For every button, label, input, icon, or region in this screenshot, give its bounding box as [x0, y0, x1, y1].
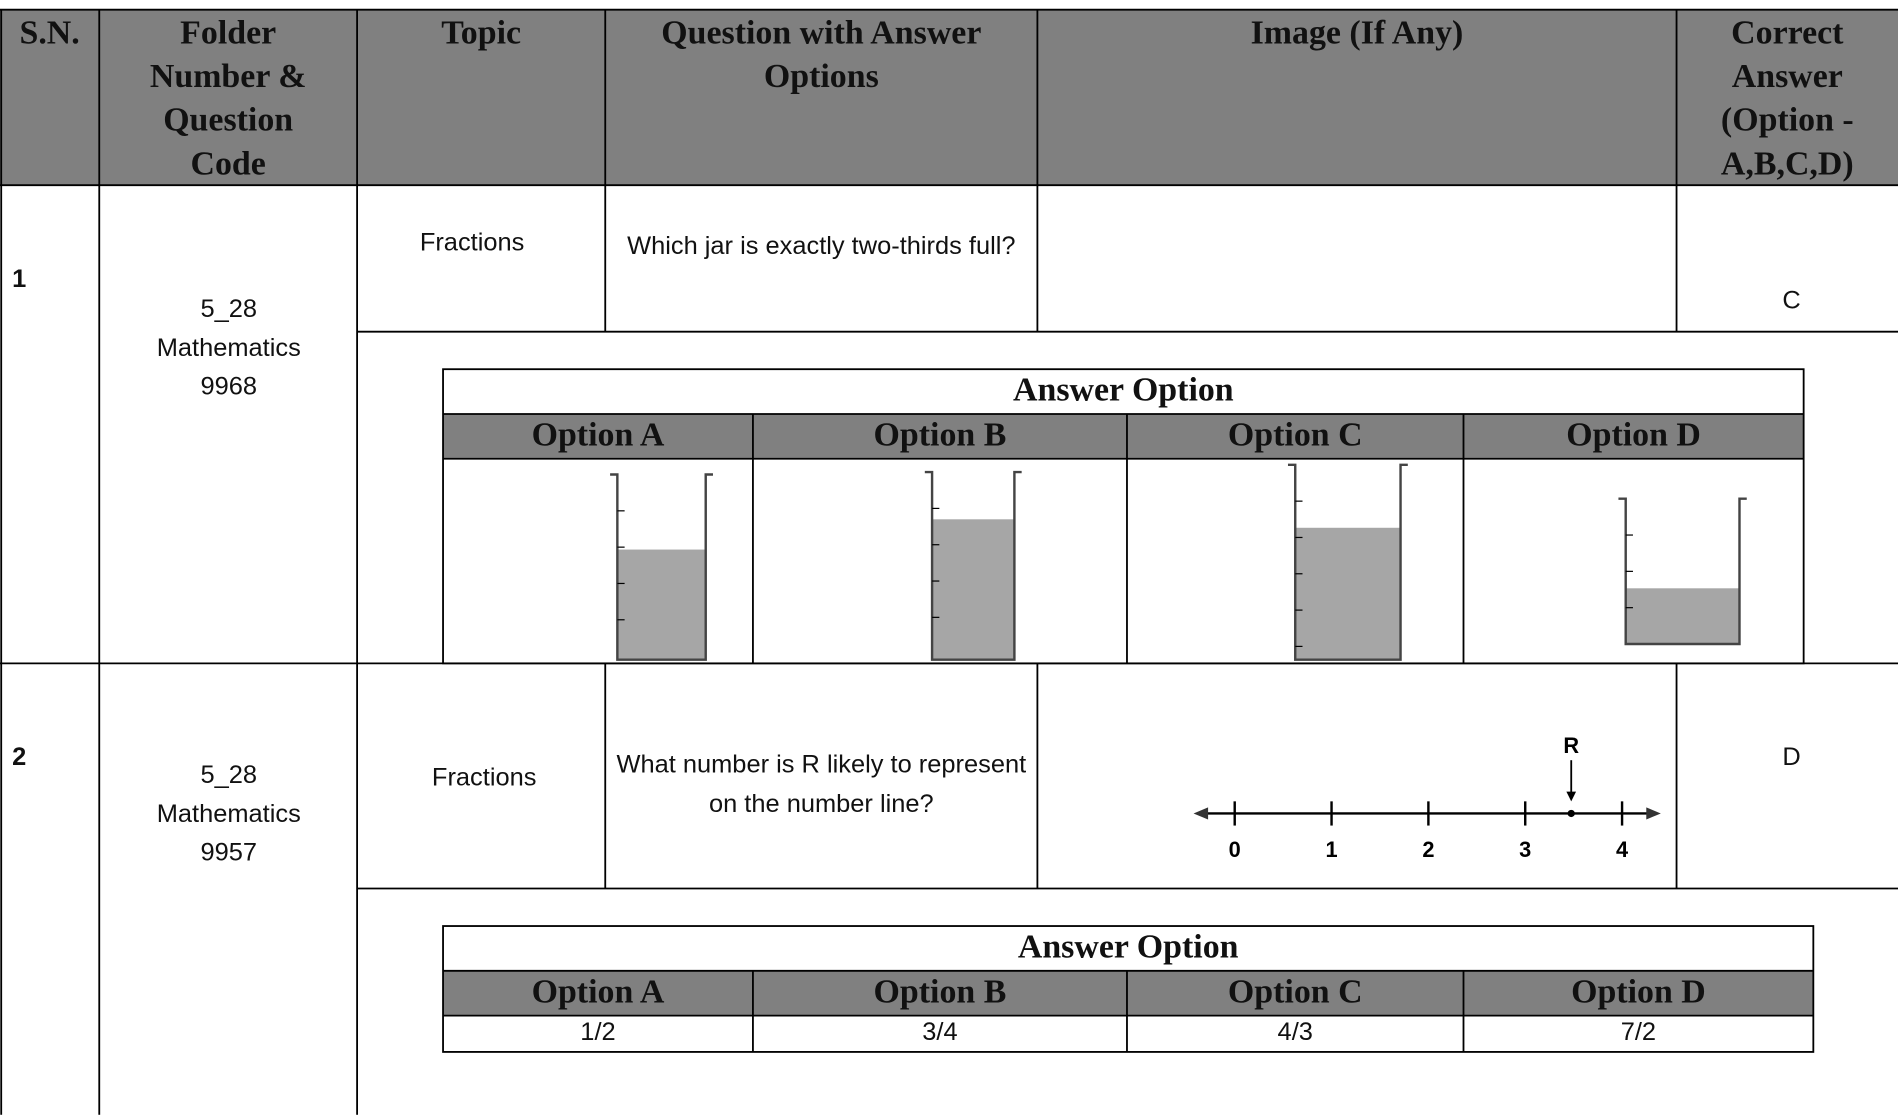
- number-line-marker: R: [1563, 733, 1579, 758]
- question: What number is R likely to represent on …: [616, 750, 1027, 819]
- point-r: [1567, 809, 1575, 818]
- correct-answer: D: [1782, 743, 1801, 772]
- folder-code: 9968: [200, 372, 258, 401]
- answer-table: [442, 925, 1815, 1053]
- option-value: 4/3: [1277, 1018, 1313, 1046]
- jar-fill: [932, 519, 1015, 660]
- folder-code: Mathematics: [156, 334, 301, 362]
- jar: [924, 470, 1022, 661]
- serial-number: 1: [12, 265, 27, 293]
- header-fill: [0, 9, 1898, 186]
- serial-number: 2: [12, 743, 27, 772]
- option-label: Option B: [873, 416, 1007, 454]
- correct-answer: C: [1782, 286, 1801, 315]
- option-label: Option D: [1566, 416, 1701, 454]
- jar: [1618, 497, 1747, 646]
- option-label: Option A: [531, 973, 665, 1011]
- arrow-head: [1193, 807, 1209, 820]
- jar-fill: [617, 549, 706, 660]
- folder-code: 5_28: [200, 295, 258, 324]
- topic: Fractions: [419, 228, 525, 257]
- question: Which jar is exactly two-thirds full?: [627, 232, 1016, 261]
- folder-code: Mathematics: [156, 800, 301, 828]
- number-line-label: 4: [1616, 837, 1628, 862]
- option-value: 1/2: [580, 1018, 616, 1046]
- option-value: 3/4: [922, 1018, 958, 1046]
- jar: [610, 473, 713, 661]
- arrow-head: [1566, 791, 1577, 802]
- answer-option-title: Answer Option: [1017, 928, 1239, 966]
- answer-table: [442, 368, 1805, 665]
- header-cell: Folder Number & Question Code: [149, 14, 307, 183]
- number-line-label: 3: [1519, 837, 1531, 862]
- header-cell: Question with Answer Options: [661, 14, 982, 96]
- option-label: Option A: [531, 416, 665, 454]
- header-cell: Correct Answer (Option - A,B,C,D): [1720, 14, 1854, 183]
- option-value: 7/2: [1620, 1018, 1657, 1046]
- header-cell: Image (If Any): [1250, 14, 1464, 53]
- jar-fill: [1295, 527, 1401, 660]
- option-label: Option C: [1227, 416, 1363, 454]
- option-header-fill: [443, 413, 1804, 459]
- arrow-head: [1646, 807, 1661, 820]
- number-line-label: 1: [1325, 837, 1337, 862]
- option-header-fill: [443, 970, 1814, 1016]
- answer-option-title: Answer Option: [1012, 371, 1234, 410]
- option-label: Option B: [873, 973, 1007, 1011]
- folder-code: 5_28: [200, 761, 258, 790]
- topic: Fractions: [431, 763, 537, 792]
- header-cell: Topic: [441, 14, 522, 53]
- option-label: Option D: [1571, 973, 1706, 1011]
- jar-fill: [1625, 588, 1740, 644]
- number-line-label: 0: [1229, 837, 1241, 862]
- option-label: Option C: [1227, 973, 1363, 1011]
- header-cell: S.N.: [19, 14, 80, 53]
- folder-code: 9957: [200, 838, 258, 867]
- number-line-label: 2: [1422, 837, 1434, 862]
- jar: [1287, 463, 1408, 661]
